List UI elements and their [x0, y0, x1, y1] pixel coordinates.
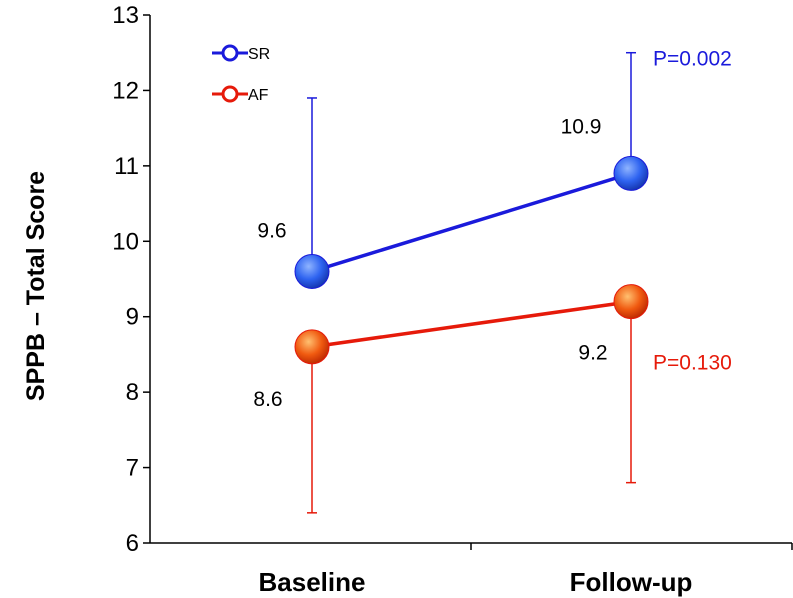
y-tick-label: 10 — [112, 228, 139, 255]
y-axis-title: SPPB – Total Score — [22, 171, 50, 401]
legend-marker-af — [221, 85, 239, 103]
legend-label-sr: SR — [248, 46, 270, 63]
data-point-sr — [294, 253, 330, 289]
y-tick-label: 6 — [126, 530, 139, 557]
legend-label-af: AF — [248, 87, 269, 104]
y-tick-label: 7 — [126, 455, 139, 482]
y-tick-label: 12 — [112, 77, 139, 104]
data-label-af-follow-up: 9.2 — [578, 342, 607, 365]
data-label-sr-follow-up: 10.9 — [561, 115, 602, 138]
x-tick-label-follow-up: Follow-up — [570, 567, 693, 597]
y-tick-label: 13 — [112, 2, 139, 29]
p-value-sr: P=0.002 — [653, 48, 732, 71]
x-tick-label-baseline: Baseline — [259, 567, 366, 597]
series-layer — [294, 51, 649, 514]
axes: 6 7 8 9 10 11 12 13 — [112, 2, 793, 557]
y-tick-label: 11 — [114, 153, 139, 180]
p-value-af: P=0.130 — [653, 352, 732, 375]
y-tick-label: 8 — [126, 379, 139, 406]
data-label-af-baseline: 8.6 — [253, 388, 282, 411]
series-line-sr — [311, 171, 632, 274]
data-label-sr-baseline: 9.6 — [257, 219, 286, 242]
data-point-af — [294, 329, 330, 365]
series-line-af — [311, 299, 632, 349]
y-tick-label: 9 — [126, 304, 139, 331]
data-point-sr — [613, 155, 649, 191]
series-sr — [294, 51, 649, 289]
data-point-af — [613, 284, 649, 320]
legend-marker-sr — [221, 44, 239, 62]
legend-item-af: AF — [212, 85, 269, 104]
series-af — [294, 284, 649, 514]
legend: SR AF — [212, 44, 270, 104]
legend-item-sr: SR — [212, 44, 270, 63]
